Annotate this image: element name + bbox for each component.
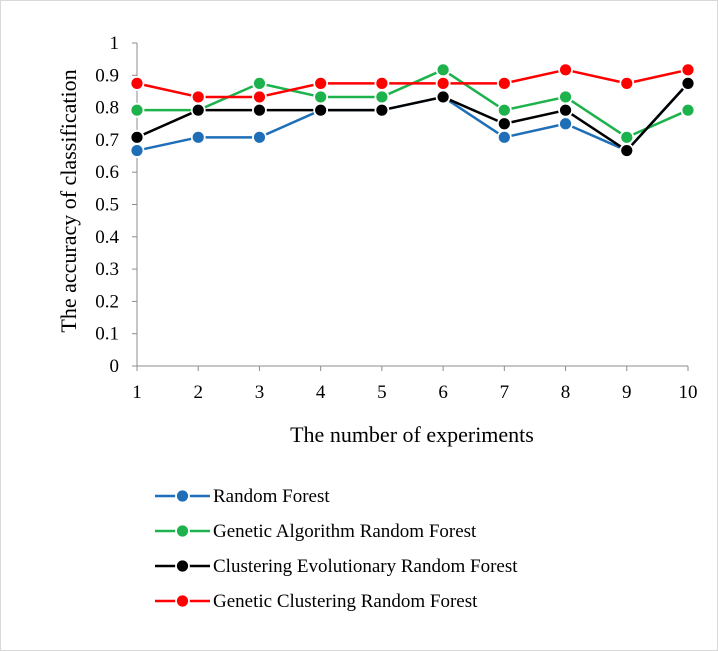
data-point (619, 129, 635, 145)
data-point (374, 89, 390, 105)
x-tick-label: 10 (679, 382, 698, 403)
x-tick-label: 3 (255, 382, 265, 403)
legend-marker (175, 593, 190, 609)
legend-label: Genetic Algorithm Random Forest (213, 521, 477, 542)
legend: Random Forest Genetic Algorithm Random Fo… (155, 486, 518, 612)
series-genetic-clustering-random-forest (129, 62, 696, 105)
axes: 0 0.1 0.2 0.3 0.4 0.5 0.6 0.7 0.8 0.9 1 1 2 3 4 5 6 7 8 9 10 (95, 33, 697, 403)
data-point (129, 102, 145, 118)
data-point (252, 102, 267, 118)
data-point (252, 89, 267, 105)
data-point (129, 129, 145, 145)
data-point (680, 62, 696, 78)
y-tick-label: 1 (110, 33, 120, 54)
y-tick-label: 0.9 (95, 65, 119, 86)
series-layer (129, 62, 696, 158)
data-point (680, 75, 696, 91)
data-point (129, 75, 145, 91)
legend-entry: Genetic Algorithm Random Forest (155, 521, 477, 542)
data-point (252, 129, 267, 145)
data-point (558, 89, 573, 105)
data-point (435, 62, 451, 78)
y-tick-label: 0.8 (95, 98, 119, 119)
legend-entry: Genetic Clustering Random Forest (155, 591, 478, 612)
y-tick-label: 0.2 (95, 291, 119, 312)
y-tick-label: 0.4 (95, 227, 119, 248)
data-point (374, 75, 390, 91)
data-point (129, 143, 145, 158)
x-tick-label: 6 (438, 382, 448, 403)
data-point (435, 75, 451, 91)
legend-marker (175, 488, 190, 504)
series-line (136, 68, 689, 99)
x-tick-label: 5 (377, 382, 387, 403)
x-tick-label: 7 (500, 382, 510, 403)
series-random-forest (129, 75, 696, 158)
x-tick-label: 9 (622, 382, 632, 403)
y-tick-label: 0.1 (95, 324, 119, 345)
y-tick-label: 0.6 (95, 162, 119, 183)
x-tick-label: 2 (193, 382, 203, 403)
data-point (558, 102, 573, 118)
data-point (313, 75, 329, 91)
data-point (252, 75, 267, 91)
legend-marker (175, 523, 190, 539)
y-tick-label: 0 (110, 356, 120, 377)
y-tick-label: 0.5 (95, 195, 119, 216)
data-point (558, 62, 573, 78)
data-point (496, 116, 512, 132)
data-point (313, 102, 329, 118)
data-point (190, 89, 206, 105)
series-line (136, 82, 689, 152)
data-point (496, 75, 512, 91)
data-point (619, 75, 635, 91)
data-point (496, 102, 512, 118)
legend-label: Clustering Evolutionary Random Forest (213, 556, 518, 577)
data-point (435, 89, 451, 105)
data-point (190, 102, 206, 118)
legend-entry: Random Forest (155, 486, 330, 507)
legend-label: Random Forest (213, 486, 330, 507)
series-clustering-evolutionary-random-forest (129, 75, 696, 158)
data-point (190, 129, 206, 145)
x-tick-label: 8 (561, 382, 571, 403)
y-tick-label: 0.7 (95, 130, 119, 151)
y-axis-title: The accuracy of classification (56, 69, 81, 332)
x-tick-label: 1 (132, 382, 142, 403)
data-point (558, 116, 573, 132)
x-axis-title: The number of experiments (290, 422, 534, 447)
data-point (313, 89, 329, 105)
series-line (136, 82, 689, 152)
data-point (680, 102, 696, 118)
data-point (619, 143, 635, 158)
legend-marker (175, 558, 190, 574)
data-point (374, 102, 390, 118)
y-tick-label: 0.3 (95, 259, 119, 280)
legend-label: Genetic Clustering Random Forest (213, 591, 478, 612)
x-tick-label: 4 (316, 382, 326, 403)
data-point (496, 129, 512, 145)
legend-entry: Clustering Evolutionary Random Forest (155, 556, 518, 577)
